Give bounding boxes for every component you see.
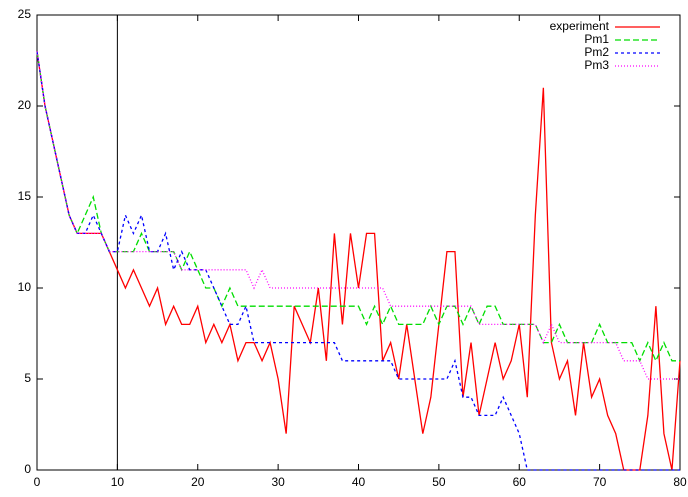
y-tick-label: 5 [24,371,31,385]
legend-label: experiment [550,19,610,33]
x-tick-label: 0 [34,475,41,489]
y-tick-label: 25 [18,7,32,21]
y-tick-label: 15 [18,189,32,203]
x-tick-label: 70 [593,475,607,489]
plot-frame [36,14,681,471]
y-tick-label: 10 [18,280,32,294]
x-tick-label: 40 [352,475,366,489]
x-tick-label: 60 [513,475,527,489]
series-line [36,51,680,471]
x-tick-label: 20 [191,475,205,489]
legend-label: Pm2 [584,45,609,59]
series-line [36,51,681,471]
x-tick-label: 10 [111,475,125,489]
series-line [36,51,680,363]
x-tick-label: 30 [271,475,285,489]
y-tick-label: 0 [24,462,31,476]
x-tick-label: 80 [673,475,687,489]
x-tick-label: 50 [432,475,446,489]
legend-label: Pm3 [584,58,609,72]
series-line [36,51,680,380]
legend-label: Pm1 [584,32,609,46]
y-tick-label: 20 [18,98,32,112]
